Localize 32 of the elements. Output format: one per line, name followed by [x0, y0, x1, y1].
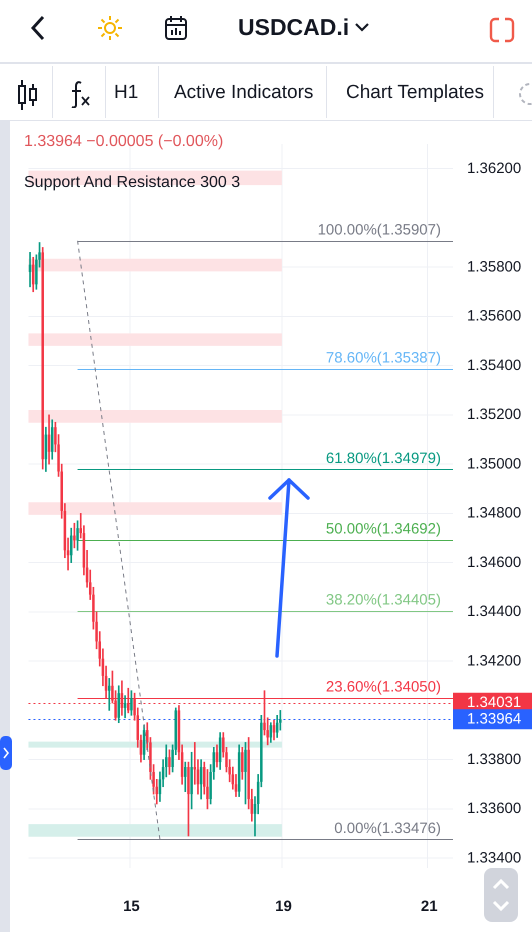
- ref-line-label: 38.20%(1.34405): [326, 591, 441, 608]
- ref-line-label: 0.00%(1.33476): [334, 820, 441, 838]
- y-tick-label: 1.33800: [467, 750, 522, 768]
- y-tick-label: 1.33600: [467, 800, 522, 818]
- ref-line-label: 61.80%(1.34979): [326, 450, 441, 467]
- x-tick-label: 15: [123, 898, 140, 916]
- ref-line-label: 1.34031: [467, 694, 522, 711]
- y-tick-label: 1.34800: [467, 504, 522, 522]
- annotation: 1.33964 −0.00005 (−0.00%): [24, 133, 224, 151]
- annotation: Support And Resistance 300 3: [24, 174, 240, 192]
- x-tick-label: 21: [420, 898, 438, 916]
- y-tick-label: 1.33400: [467, 849, 522, 866]
- text: H1: [114, 82, 138, 104]
- y-tick-label: 1.35600: [467, 308, 522, 325]
- y-tick-label: 1.36200: [467, 160, 522, 177]
- y-tick-label: 1.34600: [467, 554, 522, 571]
- y-tick-label: 1.35400: [467, 356, 522, 374]
- y-tick-label: 1.35000: [467, 455, 522, 472]
- y-tick-label: 1.34400: [467, 603, 522, 620]
- ref-line-label: 23.60%(1.34050): [326, 678, 441, 696]
- candlestick: [28, 252, 32, 288]
- y-tick-label: 1.35200: [467, 406, 522, 424]
- ref-line-label: 1.33964: [467, 710, 522, 728]
- text: USDCAD.i: [238, 14, 350, 41]
- ref-line-label: 50.00%(1.34692): [326, 520, 441, 538]
- text: Active Indicators: [174, 82, 314, 104]
- ref-line-label: 100.00%(1.35907): [318, 221, 441, 238]
- y-tick-label: 1.34200: [467, 652, 522, 670]
- text: Chart Templates: [346, 82, 484, 104]
- y-tick-label: 1.35800: [467, 258, 522, 276]
- x-tick-label: 19: [275, 898, 292, 916]
- ref-line-label: 78.60%(1.35387): [326, 349, 441, 366]
